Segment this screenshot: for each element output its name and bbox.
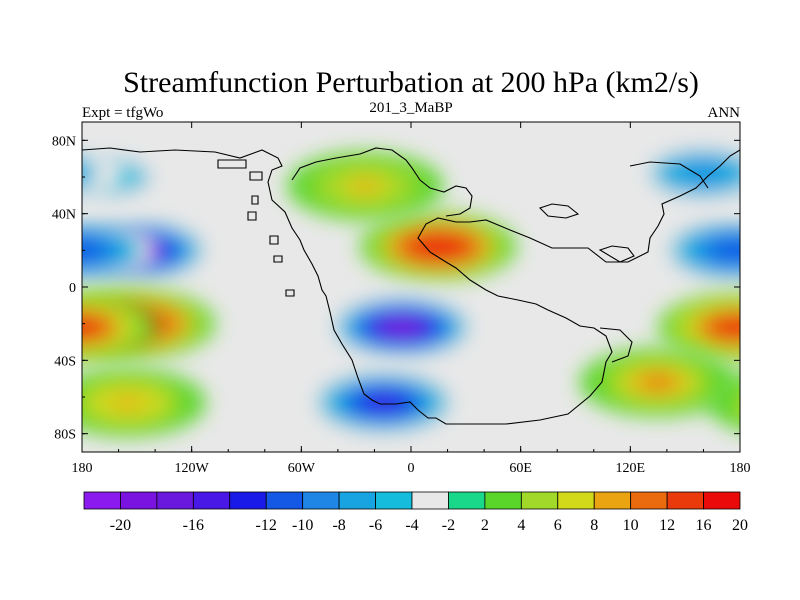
contour-level-wrap	[772, 396, 800, 408]
x-tick-label: 120W	[175, 461, 210, 476]
contour-fields	[19, 139, 800, 437]
colorbar-label: -10	[292, 517, 313, 534]
colorbar-box	[411, 491, 449, 510]
y-tick-label: 0	[69, 281, 76, 296]
x-tick-label: 60E	[509, 461, 532, 476]
contour-level	[369, 396, 398, 409]
colorbar-label: -20	[110, 517, 131, 534]
colorbar-label: 12	[659, 517, 675, 534]
colorbar-box	[703, 491, 741, 510]
x-tick-label: 0	[408, 461, 415, 476]
contour-level	[722, 321, 740, 334]
colorbar-box	[120, 491, 158, 510]
contour-level-wrap	[82, 233, 118, 268]
coastlines	[82, 142, 740, 425]
contour-level	[424, 240, 453, 253]
x-axis: 180 120W 60W 0 60E 120E 180	[72, 122, 751, 476]
colorbar-label: -4	[405, 517, 418, 534]
contour-level-wrap	[753, 171, 781, 183]
colorbar-label: 2	[481, 517, 489, 534]
colorbar-label: 16	[696, 517, 712, 534]
colorbar-label: -2	[442, 517, 455, 534]
contour-level	[351, 180, 380, 193]
contour-level-wrap	[746, 385, 800, 420]
contour-feature-5	[19, 139, 740, 208]
contour-level-wrap	[82, 310, 118, 345]
colorbar-box	[520, 491, 559, 510]
colorbar-box	[666, 491, 704, 510]
colorbar-box	[338, 491, 376, 510]
contour-level	[643, 376, 672, 389]
contour-level	[113, 396, 142, 409]
colorbar-box	[557, 491, 595, 510]
colorbar-box	[156, 491, 194, 510]
contour-level	[387, 321, 416, 334]
contour-feature-11	[579, 348, 736, 417]
colorbar-label: 6	[554, 517, 562, 534]
colorbar-box	[484, 491, 522, 510]
colorbar-box	[83, 491, 121, 510]
x-tick-label: 180	[72, 461, 93, 476]
colorbar-box	[375, 491, 413, 510]
y-tick-label: 40S	[54, 354, 76, 369]
y-tick-label: 80N	[52, 134, 76, 149]
contour-level-wrap	[82, 238, 106, 262]
contour-level-wrap	[82, 321, 93, 334]
colorbar-label: 10	[623, 517, 639, 534]
colorbar-label: 20	[732, 517, 748, 534]
colorbar-label: 4	[517, 517, 525, 534]
contour-feature-9	[82, 368, 800, 437]
y-tick-label: 80S	[54, 428, 76, 443]
y-axis: 80N 40N 0 40S 80S	[52, 134, 740, 443]
colorbar-labels: -20 -16 -12 -10 -8 -6 -4 -2 2 4 6 8 10 12 16 20	[110, 517, 748, 534]
y-tick-label: 40N	[52, 208, 76, 223]
colorbar-label: 8	[590, 517, 598, 534]
colorbar-label: -12	[256, 517, 277, 534]
experiment-label: Expt = tfgWo	[82, 105, 163, 121]
colorbar-box	[302, 491, 340, 510]
contour-level-wrap	[82, 315, 106, 339]
x-tick-label: 60W	[288, 461, 316, 476]
contour-level-wrap	[733, 391, 740, 414]
plot-area	[19, 122, 800, 452]
x-tick-label: 120E	[616, 461, 646, 476]
contour-level	[689, 167, 718, 180]
contour-level-wrap	[19, 162, 73, 185]
case-label: 201_3_MaBP	[369, 100, 452, 116]
contour-level-wrap	[82, 166, 86, 180]
colorbar-box	[630, 491, 668, 510]
colorbar	[83, 491, 741, 510]
contour-level-wrap	[741, 165, 795, 188]
contour-feature-7	[305, 368, 462, 437]
colorbar-label: -8	[332, 517, 345, 534]
x-tick-label: 180	[730, 461, 751, 476]
contour-feature-0	[360, 212, 517, 281]
contour-level-wrap	[82, 244, 93, 257]
contour-level-wrap	[31, 167, 59, 179]
chart-title: Streamfunction Perturbation at 200 hPa (…	[123, 66, 699, 99]
colorbar-box	[192, 491, 231, 510]
contour-feature-6	[323, 293, 480, 362]
contour-level-wrap	[82, 156, 98, 190]
colorbar-box	[265, 491, 304, 510]
contour-feature-1	[287, 152, 444, 221]
contour-feature-3	[82, 216, 740, 285]
contour-level-wrap	[759, 391, 800, 414]
colorbar-box	[593, 491, 632, 510]
contour-feature-10	[82, 293, 740, 362]
colorbar-label: -16	[183, 517, 204, 534]
contour-level	[722, 244, 740, 257]
season-label: ANN	[708, 105, 741, 121]
colorbar-box	[229, 491, 267, 510]
colorbar-label: -6	[369, 517, 382, 534]
colorbar-box	[448, 491, 486, 510]
